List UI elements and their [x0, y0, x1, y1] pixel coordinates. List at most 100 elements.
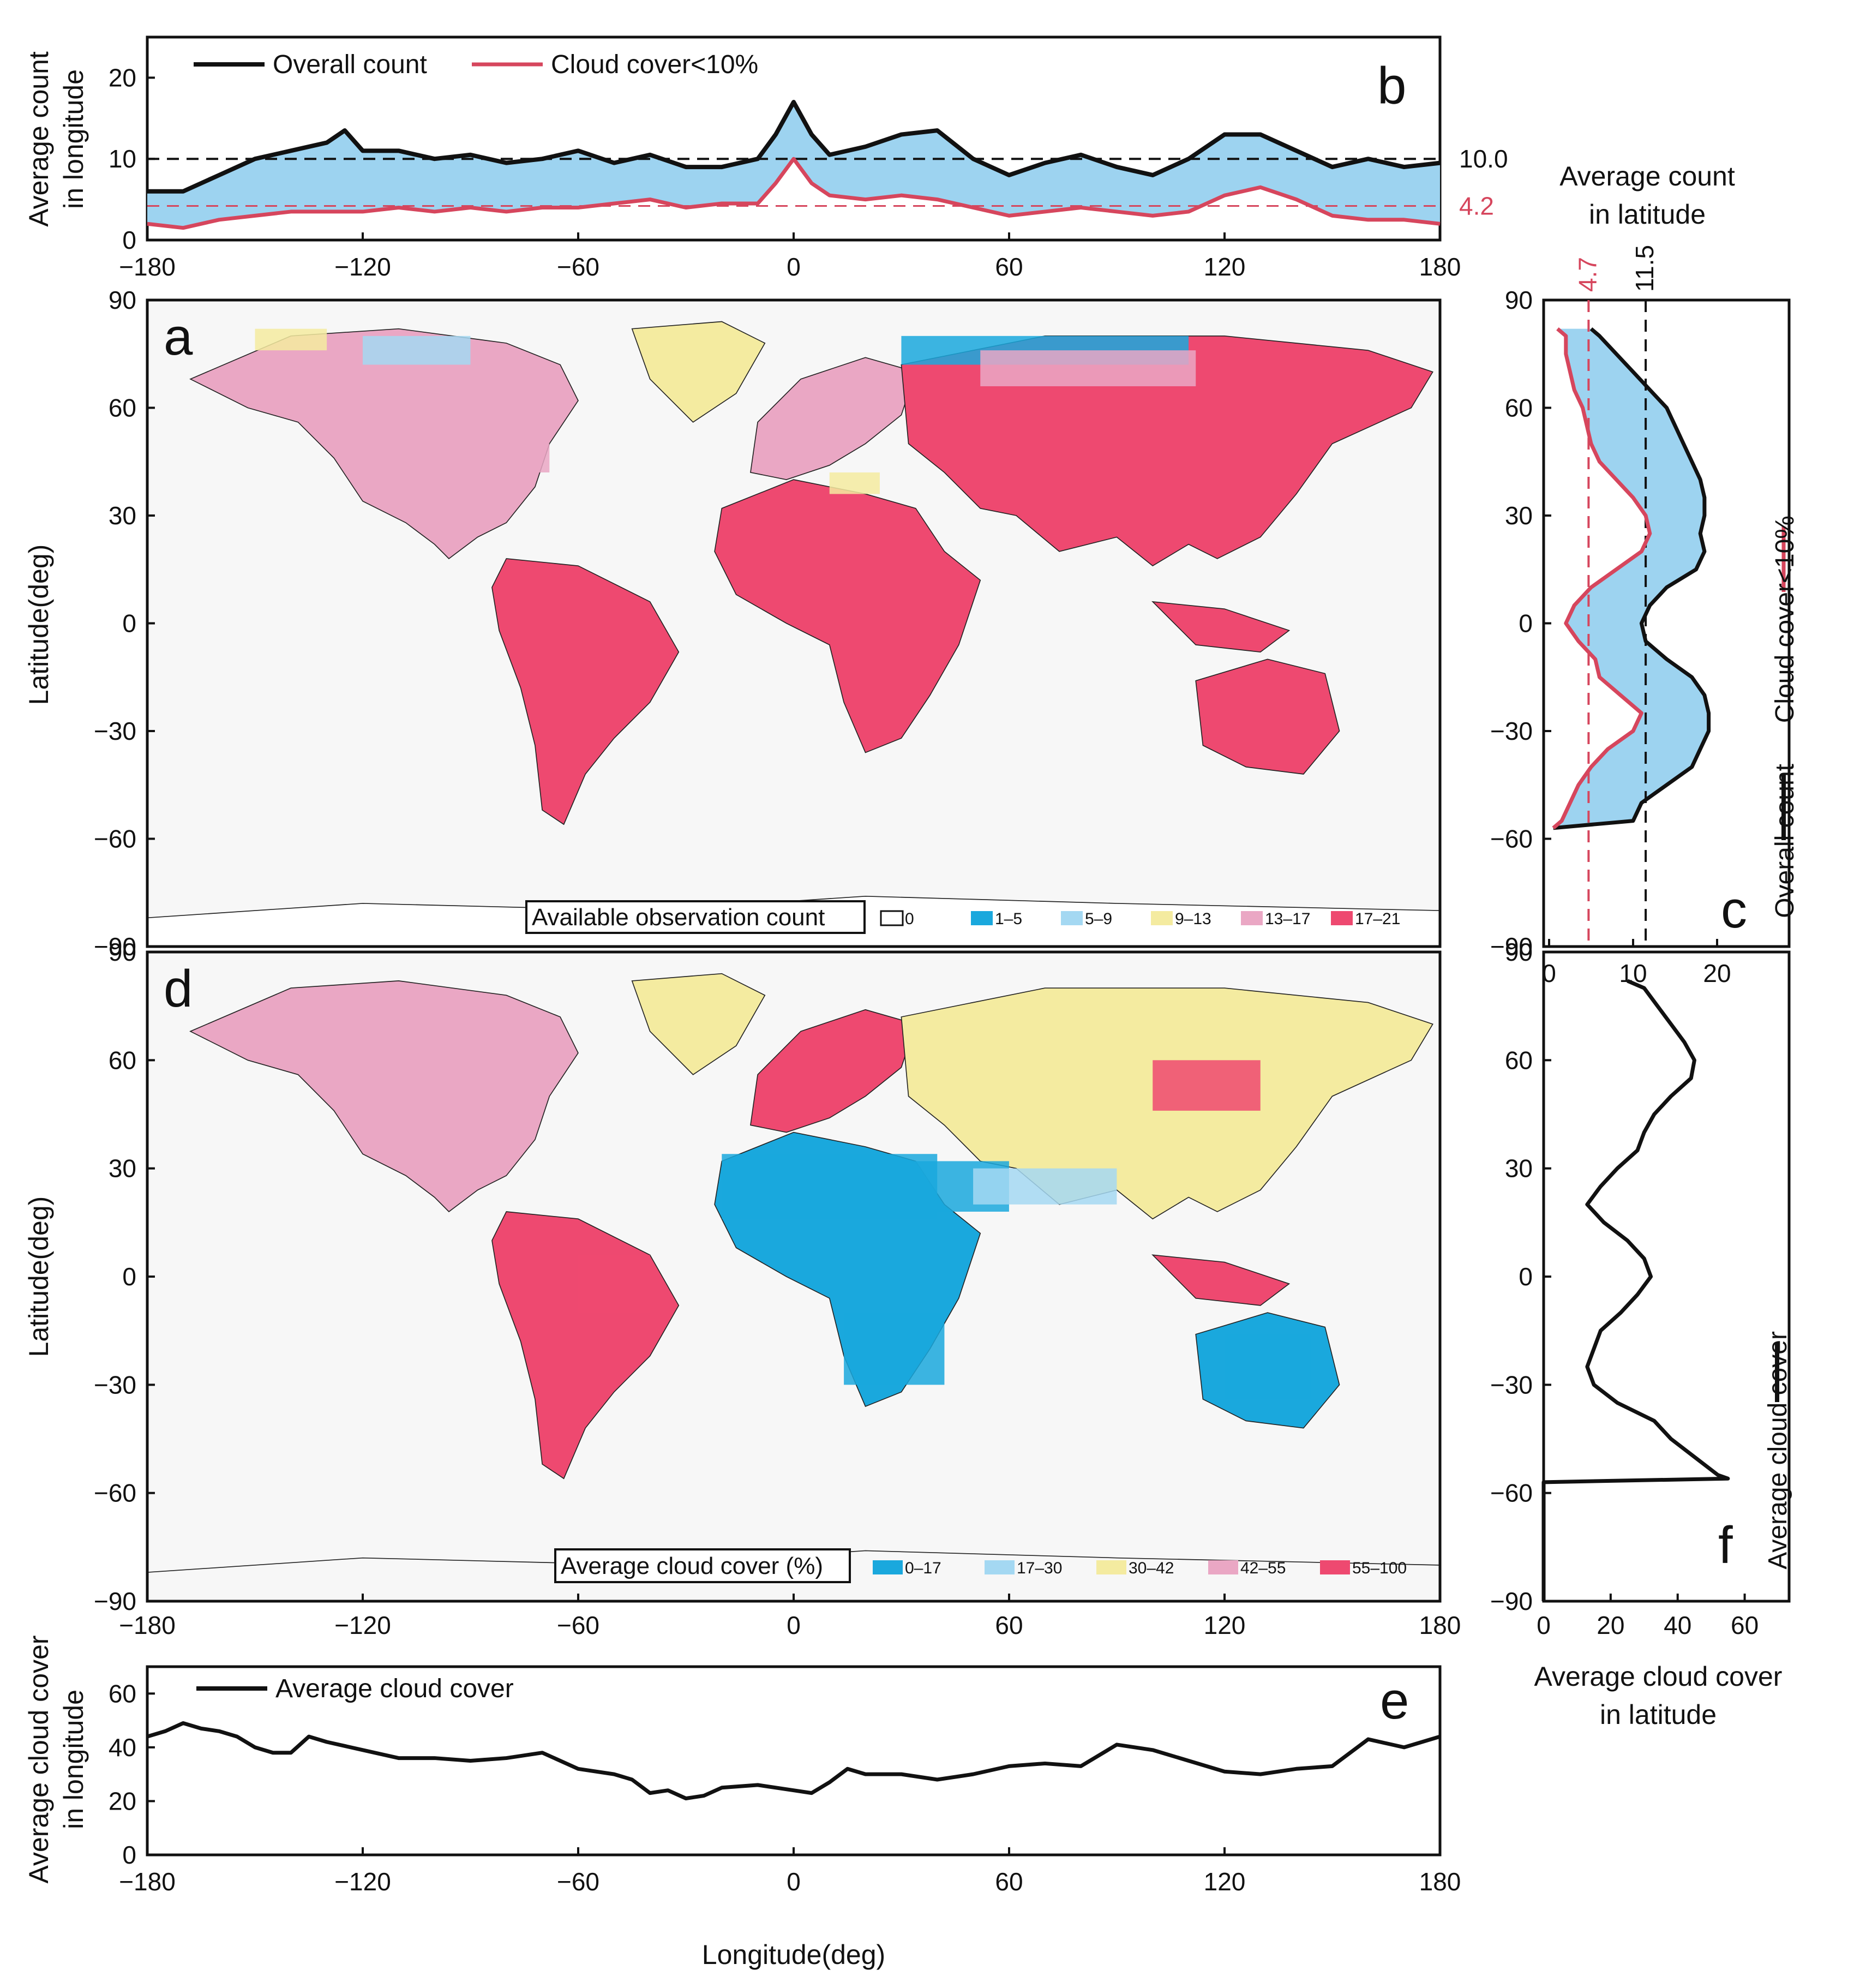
colorbar-d-swatch: [1096, 1560, 1126, 1574]
panel-e-ylabel-line2: in longitude: [58, 1690, 89, 1829]
colorbar-a-label: 17–21: [1355, 910, 1400, 928]
panel-d-colorbar-title-box: [554, 1548, 851, 1583]
panel-f-y-tick-label: 60: [1505, 1046, 1533, 1074]
panel-f-legend: Average cloud cover: [1763, 1331, 1792, 1570]
panel-e-x-tick-label: −60: [557, 1867, 599, 1896]
colorbar-a-swatch: [880, 910, 904, 926]
panel-b-mean-overall-label: 10.0: [1459, 145, 1508, 173]
panel-a-count-map: 90 60 30 0 −30 −60 −90 a Latitude(deg) Availab…: [23, 286, 1442, 961]
panel-c-y-tick-label: 60: [1505, 394, 1533, 422]
panel-b-y-tick-label: 20: [109, 63, 136, 92]
panel-d-x-tick-label: −180: [119, 1611, 176, 1639]
colorbar-d-swatch: [1320, 1560, 1350, 1574]
panel-d-y-ticks: 90 60 30 0 −30 −60 −90: [94, 938, 155, 1615]
panel-letter-c: c: [1721, 881, 1747, 939]
panel-c-legend: Overall count Cloud cover<10%: [1771, 516, 1799, 918]
panel-d-ylabel: Latitude(deg): [23, 1196, 54, 1357]
land-patch-a: [980, 350, 1196, 386]
panel-a-y-ticks: 90 60 30 0 −30 −60 −90: [94, 286, 155, 961]
land-patch-d: [973, 1168, 1117, 1205]
land-patch-d: [1153, 1060, 1261, 1111]
panel-c-y-tick-label: −90: [1490, 932, 1533, 961]
panel-e-y-tick-label: 0: [122, 1841, 136, 1869]
panel-c-mean-cloud-label: 4.7: [1573, 257, 1601, 292]
land-samerica-a: [491, 558, 680, 825]
panel-f-y-ticks: 90 60 30 0 −30 −60 −90: [1490, 938, 1551, 1615]
panel-d-y-tick-label: −30: [94, 1370, 136, 1399]
panel-d-x-tick-label: 0: [787, 1611, 801, 1639]
land-africa-a: [714, 479, 981, 753]
colorbar-d-swatch: [1208, 1560, 1238, 1574]
panel-d-colorbar-title: Average cloud cover (%): [561, 1553, 823, 1579]
panel-f-y-tick-label: −90: [1490, 1587, 1533, 1615]
colorbar-a-swatch: [1241, 911, 1263, 925]
panel-a-colorbar-title: Available observation count: [532, 904, 825, 931]
panel-a-y-tick-label: 60: [109, 394, 136, 422]
land-patch-d: [844, 1313, 945, 1385]
panel-letter-a: a: [164, 308, 193, 366]
land-seasia-a: [1151, 601, 1291, 652]
panel-letter-e: e: [1380, 1672, 1409, 1730]
panel-f-x-tick-label: 40: [1664, 1611, 1691, 1639]
panel-b-x-tick-label: 180: [1419, 253, 1461, 281]
panel-b-overall-count-line: [147, 100, 1441, 194]
panel-a-y-tick-label: 90: [109, 286, 136, 314]
land-patch-a: [506, 444, 550, 472]
panel-d-x-ticks: −180 −120 −60 0 60 120 180: [119, 1594, 1461, 1639]
panel-a-land-shapes: [147, 321, 1440, 947]
panel-f-y-tick-label: −30: [1490, 1370, 1533, 1399]
panel-f-x-ticks: 0 20 40 60: [1537, 1594, 1759, 1639]
panel-letter-d: d: [164, 960, 193, 1018]
panel-d-x-tick-label: 60: [995, 1611, 1023, 1639]
land-patch-a: [362, 336, 471, 365]
panel-c-xlabel-line2: in latitude: [1589, 199, 1706, 230]
panel-e-longitude-cloud: 0 20 40 60 −180 −120 −60 0 60 120 180 Average clo…: [23, 1636, 1461, 1970]
colorbar-d-swatch: [985, 1560, 1015, 1574]
panel-c-overall-count-line: [1553, 327, 1711, 830]
panel-f-x-tick-label: 0: [1537, 1611, 1551, 1639]
land-patch-a: [829, 472, 880, 494]
panel-a-y-tick-label: −30: [94, 717, 136, 745]
panel-e-y-tick-label: 20: [109, 1787, 136, 1815]
legend-c-overall-label: Overall count: [1771, 764, 1799, 918]
colorbar-a-swatch: [1061, 911, 1083, 925]
panel-b-ylabel-line2: in longitude: [58, 69, 89, 209]
panel-f-frame: [1542, 950, 1791, 1603]
panel-c-y-ticks: 90 60 30 0 −30 −60 −90: [1490, 286, 1551, 961]
panel-b-y-tick-label: 10: [109, 145, 136, 173]
panel-e-xlabel: Longitude(deg): [702, 1939, 885, 1970]
panel-c-cloud-low-line: [1552, 327, 1652, 830]
panel-d-colorbar: Average cloud cover (%) 0–17 17–30 30–42 42…: [554, 1548, 1407, 1583]
panel-e-y-tick-label: 40: [109, 1733, 136, 1762]
land-greenland-a: [631, 321, 766, 423]
panel-a-land: [147, 321, 1440, 947]
panel-d-y-tick-label: 0: [122, 1262, 136, 1291]
panel-d-y-tick-label: 90: [109, 938, 136, 966]
panel-f-cloud-cover-line: [1541, 979, 1730, 1601]
panel-d-y-tick-label: −60: [94, 1479, 136, 1507]
panel-b-y-ticks: 0 10 20: [109, 63, 155, 254]
panel-d-x-tick-label: 120: [1204, 1611, 1246, 1639]
panel-e-x-tick-label: 180: [1419, 1867, 1461, 1896]
land-patch-d: [1224, 1334, 1311, 1399]
panel-b-x-tick-label: 120: [1204, 253, 1246, 281]
panel-c-x-tick-label: 20: [1703, 959, 1731, 987]
colorbar-a-label: 0: [905, 910, 914, 928]
panel-b-longitude-count: 10.0 4.2 0 10 20 −180 −120 −60 0 60 120 180 Over…: [23, 35, 1508, 281]
panel-c-y-tick-label: 0: [1519, 609, 1533, 638]
panel-c-latitude-count: 4.7 11.5 90 60 30 0 −30 −60 −90 Overall count …: [1490, 161, 1799, 961]
panel-f-y-tick-label: 0: [1519, 1262, 1533, 1291]
panel-d-x-tick-label: 180: [1419, 1611, 1461, 1639]
panel-d-y-tick-label: −90: [94, 1587, 136, 1615]
colorbar-a-label: 9–13: [1175, 910, 1211, 928]
land-namerica-a: [189, 328, 579, 560]
colorbar-a-label: 5–9: [1085, 910, 1112, 928]
panel-e-x-tick-label: 60: [995, 1867, 1023, 1896]
panel-letter-b: b: [1377, 57, 1406, 115]
panel-a-colorbar-title-box: [525, 900, 866, 934]
colorbar-d-label: 17–30: [1017, 1559, 1062, 1577]
panel-a-y-tick-label: 0: [122, 609, 136, 638]
panel-e-frame: [146, 1665, 1442, 1857]
panel-b-x-ticks: −180 −120 −60 0 60 120 180: [119, 232, 1461, 281]
